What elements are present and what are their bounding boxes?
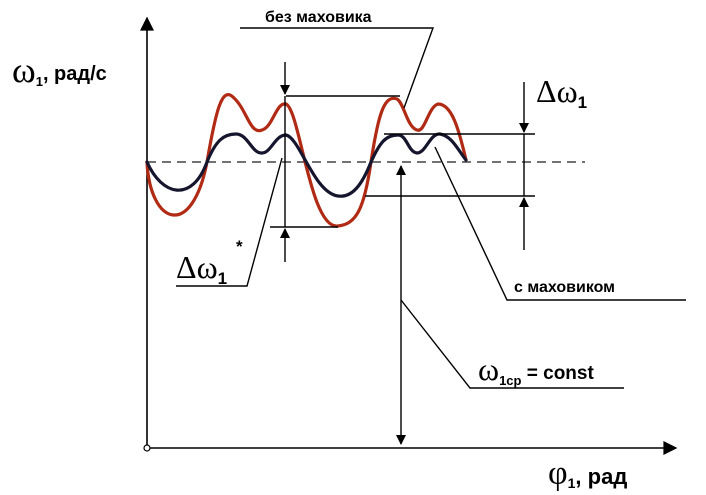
y-axis-label: ω1, рад/с [12, 50, 107, 90]
delta-omega-star-label: Δω1 * [176, 237, 243, 288]
delta-omega-star-subscript: 1 [218, 269, 227, 288]
svg-text:ω1, рад/с: ω1, рад/с [12, 50, 107, 90]
label-with-flywheel: с маховиком [514, 279, 615, 296]
x-axis-unit: , рад [575, 464, 627, 489]
y-axis-subscript: 1 [36, 74, 43, 89]
omega-average-symbol: ω [478, 351, 499, 387]
leader-delta-omega-star [176, 157, 283, 287]
x-axis-label: φ1, рад [548, 455, 627, 492]
svg-text:Δω1: Δω1 [176, 249, 227, 288]
leader-with-flywheel [434, 146, 686, 301]
delta-omega-star-superscript: * [236, 237, 243, 256]
leader-omega-average [400, 299, 624, 389]
y-axis-unit: , рад/с [43, 63, 107, 85]
delta-omega-subscript: 1 [578, 93, 587, 112]
delta-omega-star-symbol: Δω [176, 249, 218, 285]
omega-average-label: ω1ср = const [478, 351, 594, 388]
svg-text:φ1, рад: φ1, рад [548, 455, 627, 492]
x-axis-subscript: 1 [568, 475, 576, 491]
delta-omega-symbol: Δω [536, 73, 578, 109]
omega-average-subscript: 1ср [499, 373, 521, 388]
delta-omega-label: Δω1 [536, 73, 587, 112]
label-without-flywheel: без маховика [265, 9, 372, 26]
omega-average-rest: = const [521, 363, 594, 384]
curve-with-flywheel [145, 132, 468, 198]
curve-without-flywheel [145, 93, 468, 228]
origin-point [143, 444, 151, 452]
y-axis-symbol: ω [12, 50, 36, 90]
x-axis-symbol: φ [548, 455, 568, 492]
svg-text:Δω1: Δω1 [536, 73, 587, 112]
leader-without-flywheel [240, 27, 434, 109]
svg-text:ω1ср = const: ω1ср = const [478, 351, 594, 388]
